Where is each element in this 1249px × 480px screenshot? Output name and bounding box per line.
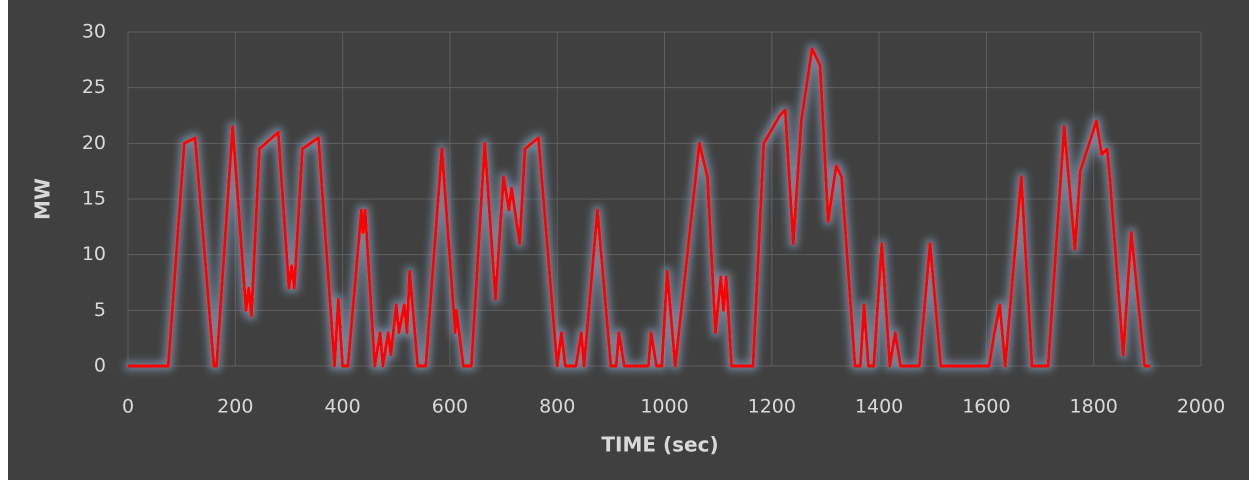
x-axis-label: TIME (sec) [601,433,718,457]
y-tick-label: 25 [82,76,106,98]
x-tick-label: 200 [217,396,253,418]
data-line [128,47,1151,368]
x-tick-label: 1000 [640,396,688,418]
y-tick-label: 0 [94,355,106,377]
y-tick-label: 15 [82,188,106,210]
chart-background [8,0,1249,480]
x-tick-label: 800 [539,396,575,418]
x-tick-label: 600 [432,396,468,418]
y-tick-label: 10 [82,243,106,265]
x-tick-label: 1800 [1070,396,1118,418]
grid [127,31,1202,367]
x-tick-label: 0 [122,396,134,418]
x-tick-label: 1600 [962,396,1010,418]
y-tick-label: 5 [94,299,106,321]
x-tick-label: 400 [324,396,360,418]
y-tick-label: 20 [82,132,106,154]
y-tick-label: 30 [82,21,106,43]
y-axis-label: MW [31,178,55,220]
x-tick-label: 1200 [748,396,796,418]
x-tick-label: 2000 [1177,396,1225,418]
x-tick-label: 1400 [855,396,903,418]
